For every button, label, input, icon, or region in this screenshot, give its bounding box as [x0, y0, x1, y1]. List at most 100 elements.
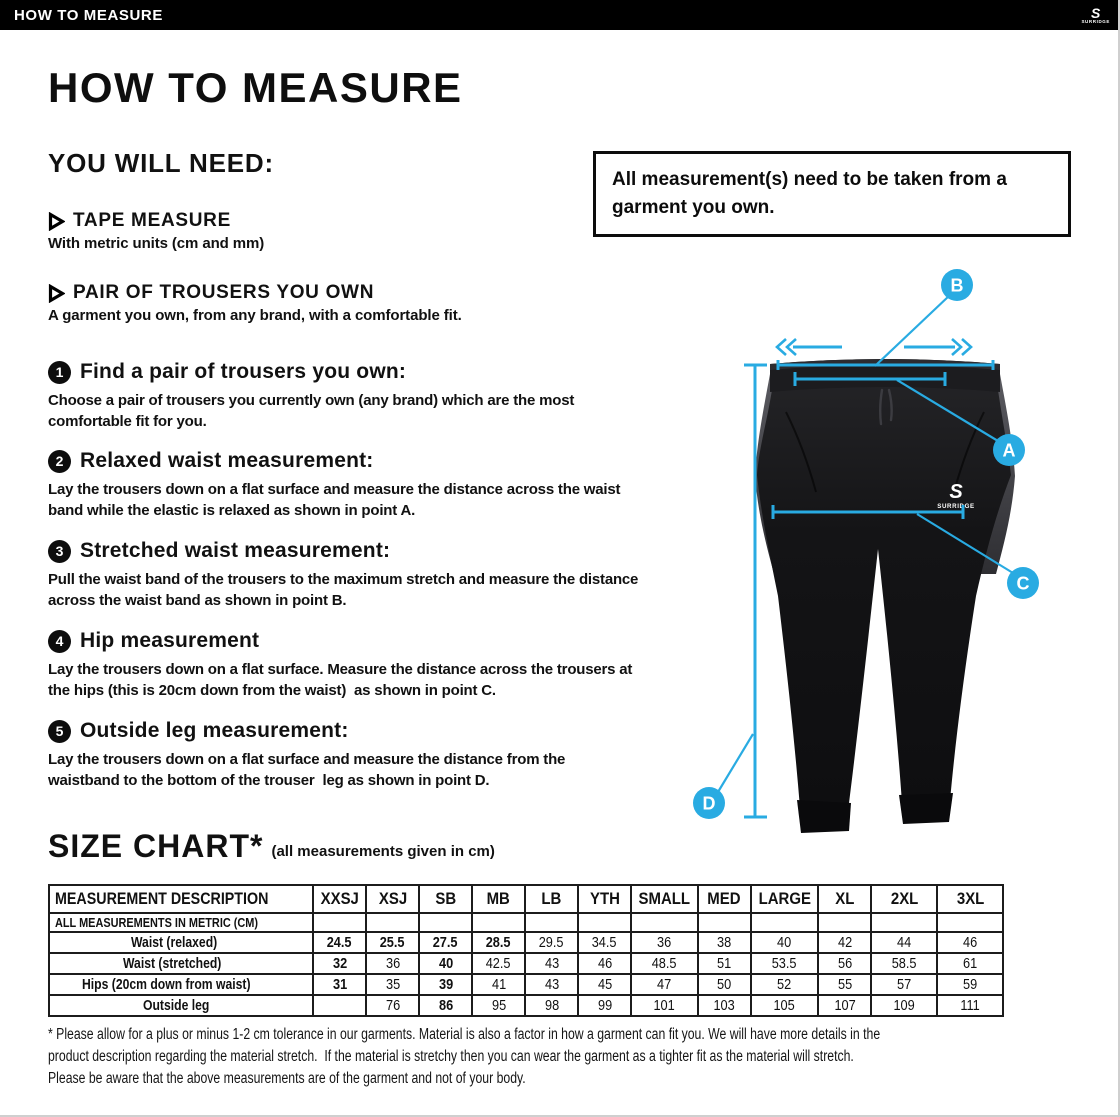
table-cell: 76: [365, 994, 421, 1017]
step-title: Find a pair of trousers you own:: [80, 360, 407, 383]
table-cell: 55: [817, 973, 873, 996]
need-item-description: With metric units (cm and mm): [48, 235, 265, 252]
table-cell: 29.5: [524, 931, 580, 954]
surridge-logo: S SURRIDGE: [1081, 5, 1110, 25]
table-header-description: MEASUREMENT DESCRIPTION: [47, 884, 315, 914]
trousers-image: S SURRIDGE: [755, 359, 1015, 833]
step-description: Lay the trousers down on a flat surface …: [48, 751, 570, 789]
table-cell: 31: [312, 973, 368, 996]
table-cell: 45: [577, 973, 633, 996]
table-header-size: SB: [418, 884, 474, 914]
table-cell: 41: [471, 973, 527, 996]
marker-D-label: D: [703, 794, 716, 814]
table-row-label: Hips (20cm down from waist): [47, 973, 315, 996]
svg-text:S: S: [949, 481, 963, 503]
step-number-badge: 4: [48, 629, 71, 653]
table-cell: 99: [577, 994, 633, 1017]
surridge-wordmark: SURRIDGE: [1081, 19, 1110, 25]
table-cell: 40: [749, 931, 820, 954]
table-header-size: MED: [696, 884, 752, 914]
table-cell: 48.5: [630, 952, 699, 975]
table-row: Outside leg 76 86 95 98 99 101 103 105 107 109 111: [47, 994, 1005, 1017]
step-3: 3 Stretched waist measurement: Pull the …: [48, 539, 648, 611]
svg-text:SURRIDGE: SURRIDGE: [937, 503, 974, 510]
table-cell: 52: [749, 973, 820, 996]
step-5: 5 Outside leg measurement: Lay the trous…: [48, 719, 648, 791]
need-item-description: A garment you own, from any brand, with …: [48, 307, 462, 324]
marker-A-icon: [993, 434, 1025, 466]
marker-C-label: C: [1017, 574, 1030, 594]
marker-D-icon: [693, 787, 725, 819]
table-cell: 44: [870, 931, 939, 954]
table-cell: [418, 912, 474, 933]
surridge-s-icon: S: [1091, 5, 1101, 22]
table-cell: 40: [418, 952, 474, 975]
table-header-size: LB: [524, 884, 580, 914]
size-chart-table: MEASUREMENT DESCRIPTION XXSJ XSJ SB MB LB YTH S…: [47, 884, 1005, 1017]
table-cell: 53.5: [749, 952, 820, 975]
table-row-label: Waist (relaxed): [47, 931, 315, 954]
table-cell: 43: [524, 973, 580, 996]
table-cell: 28.5: [471, 931, 527, 954]
table-row-label: Waist (stretched): [47, 952, 315, 975]
table-cell: 42.5: [471, 952, 527, 975]
table-cell: 57: [870, 973, 939, 996]
marker-B-icon: [941, 269, 973, 301]
table-cell: [870, 912, 939, 933]
table-cell: 56: [817, 952, 873, 975]
table-metric-label: ALL MEASUREMENTS IN METRIC (CM): [47, 912, 315, 933]
table-cell: [696, 912, 752, 933]
step-title: Stretched waist measurement:: [80, 539, 391, 562]
top-bar: HOW TO MEASURE S SURRIDGE: [0, 0, 1118, 30]
table-cell: 111: [936, 994, 1005, 1017]
step-number-badge: 5: [48, 719, 71, 743]
table-header-size: 3XL: [936, 884, 1005, 914]
step-title: Outside leg measurement:: [80, 719, 349, 742]
table-cell: 34.5: [577, 931, 633, 954]
step-2: 2 Relaxed waist measurement: Lay the tro…: [48, 449, 648, 521]
table-cell: 24.5: [312, 931, 368, 954]
table-cell: 101: [630, 994, 699, 1017]
trousers-surridge-logo: S SURRIDGE: [937, 481, 974, 510]
table-header-size: XL: [817, 884, 873, 914]
size-chart-title: SIZE CHART*: [48, 828, 264, 864]
size-chart-subtitle: (all measurements given in cm): [271, 843, 495, 860]
marker-A-label: A: [1003, 441, 1016, 461]
table-cell: 103: [696, 994, 752, 1017]
table-cell: [365, 912, 421, 933]
table-cell: 98: [524, 994, 580, 1017]
step-title: Relaxed waist measurement:: [80, 449, 374, 472]
table-cell: 38: [696, 931, 752, 954]
need-item-tape-measure: TAPE MEASURE With metric units (cm and m…: [48, 210, 264, 252]
table-cell: 50: [696, 973, 752, 996]
table-cell: [749, 912, 820, 933]
table-cell: 27.5: [418, 931, 474, 954]
table-header-size: XXSJ: [312, 884, 368, 914]
table-cell: [936, 912, 1005, 933]
top-bar-title: HOW TO MEASURE: [14, 6, 163, 24]
table-cell: [312, 912, 368, 933]
table-cell: 39: [418, 973, 474, 996]
step-description: Lay the trousers down on a flat surface …: [48, 481, 625, 519]
table-cell: 105: [749, 994, 820, 1017]
table-cell: 61: [936, 952, 1005, 975]
need-item-trousers: PAIR OF TROUSERS YOU OWN A garment you o…: [48, 282, 462, 324]
table-cell: 46: [936, 931, 1005, 954]
table-cell: 42: [817, 931, 873, 954]
marker-C-icon: [1007, 567, 1039, 599]
table-header-size: XSJ: [365, 884, 421, 914]
step-number-badge: 2: [48, 449, 71, 473]
table-header-size: YTH: [577, 884, 633, 914]
size-chart-heading: SIZE CHART* (all measurements given in c…: [48, 828, 495, 865]
table-cell: 58.5: [870, 952, 939, 975]
table-cell: [817, 912, 873, 933]
table-header-size: 2XL: [870, 884, 939, 914]
table-cell: [312, 994, 368, 1017]
table-header-size: LARGE: [749, 884, 820, 914]
table-cell: 59: [936, 973, 1005, 996]
table-row: Waist (relaxed) 24.5 25.5 27.5 28.5 29.5 34.5 3…: [47, 931, 1005, 954]
step-description: Choose a pair of trousers you currently …: [48, 392, 579, 430]
you-will-need-heading: YOU WILL NEED:: [48, 148, 274, 178]
table-cell: 35: [365, 973, 421, 996]
